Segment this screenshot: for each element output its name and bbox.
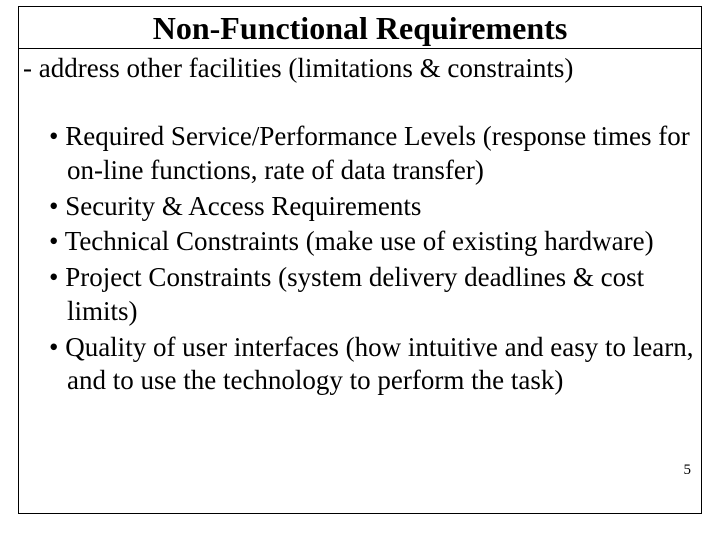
list-item: • Required Service/Performance Levels (r… [49, 120, 695, 188]
slide-title: Non-Functional Requirements [19, 7, 701, 46]
slide-subtitle: - address other facilities (limitations … [19, 49, 701, 84]
list-item: • Security & Access Requirements [49, 190, 695, 224]
page-number: 5 [684, 462, 692, 479]
bullet-list: • Required Service/Performance Levels (r… [19, 84, 701, 398]
list-item: • Technical Constraints (make use of exi… [49, 225, 695, 259]
slide-frame: Non-Functional Requirements - address ot… [18, 6, 702, 514]
list-item: • Project Constraints (system delivery d… [49, 261, 695, 329]
list-item: • Quality of user interfaces (how intuit… [49, 331, 695, 399]
